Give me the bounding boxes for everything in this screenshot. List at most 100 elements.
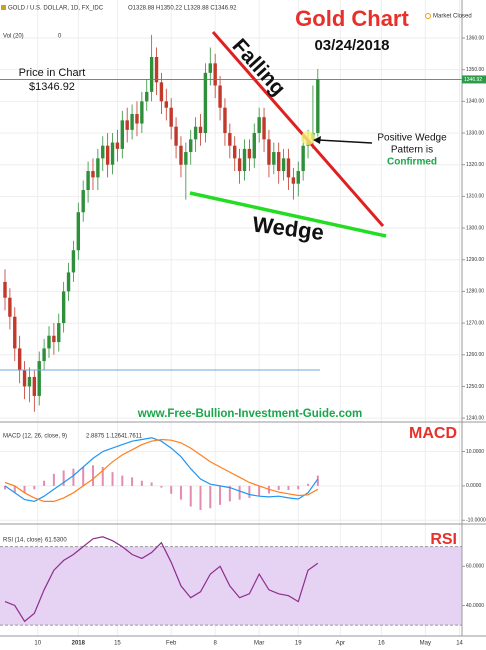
candle-body (86, 171, 90, 191)
candle-body (101, 145, 105, 159)
histogram-bar (23, 485, 26, 493)
macd-header: MACD (12, 26, close, 9) (3, 434, 67, 440)
candle-body (247, 148, 252, 159)
histogram-bar (4, 485, 6, 490)
candle-body (61, 291, 66, 324)
candle-body (115, 142, 120, 149)
candle-body (291, 177, 296, 184)
rsi-value: 61.5300 (45, 538, 67, 544)
candle-body (281, 158, 286, 172)
candle-body (66, 272, 71, 292)
candle-body (47, 335, 51, 349)
candle-body (218, 85, 222, 108)
y-tick-label: 1270.00 (466, 320, 484, 326)
candle-body (286, 158, 291, 178)
symbol-icon (1, 5, 6, 10)
x-tick-label: 8 (213, 641, 217, 647)
candle-body (301, 145, 305, 172)
candle-body (135, 114, 139, 124)
wedge-line (189, 191, 387, 238)
y-tick-label: 1360.00 (466, 35, 484, 41)
annotation: $1346.92 (29, 81, 75, 93)
macd-value: 1.7611 (124, 434, 143, 440)
y-tick-label: 1260.00 (466, 352, 484, 358)
y-tick-label: 1300.00 (466, 225, 484, 231)
panel-title: RSI (430, 531, 457, 548)
candle-body (145, 91, 149, 102)
rsi-band (0, 546, 462, 626)
candle-body (57, 323, 61, 343)
histogram-bar (287, 485, 290, 491)
y-tick-label: 1280.00 (466, 289, 484, 295)
last-price-tag (462, 75, 486, 84)
candle-body (76, 212, 81, 251)
breakout-highlight (301, 131, 315, 145)
chart-title: Gold Chart (295, 6, 409, 31)
x-tick-label: 16 (378, 641, 385, 647)
candle-body (242, 148, 247, 172)
y-tick-label: 60.0000 (466, 564, 484, 570)
candle-body (125, 120, 129, 130)
volume-value: 0 (58, 34, 62, 40)
market-status: Market Closed (433, 14, 472, 20)
histogram-bar (277, 485, 280, 491)
candle-body (27, 376, 32, 387)
candle-body (110, 142, 115, 165)
candle-body (140, 101, 144, 124)
annotation: Positive Wedge (377, 133, 447, 144)
candle-body (42, 348, 46, 362)
histogram-bar (62, 470, 65, 486)
candle-body (262, 117, 266, 140)
histogram-bar (316, 475, 319, 486)
histogram-bar (140, 480, 143, 486)
candle-body (52, 335, 56, 343)
y-tick-label: 1290.00 (466, 257, 484, 263)
candle-body (296, 171, 300, 184)
candle-body (8, 297, 12, 317)
series-line (4, 438, 319, 502)
candle-body (3, 281, 7, 298)
arrow (317, 139, 373, 144)
macd-value: 1.1264 (106, 434, 125, 440)
candle-body (174, 126, 178, 146)
histogram-bar (52, 473, 55, 486)
marks (0, 34, 462, 623)
x-tick-label: May (420, 641, 431, 647)
x-tick-label: 19 (295, 641, 302, 647)
histogram-bar (101, 466, 104, 486)
y-tick-label: 1240.00 (466, 415, 484, 421)
candle-body (154, 57, 159, 83)
annotation: Price in Chart (19, 67, 86, 79)
candle-body (208, 63, 212, 73)
histogram-bar (82, 466, 85, 486)
histogram-bar (72, 468, 75, 486)
candle-body (130, 114, 134, 130)
histogram-bar (179, 485, 182, 500)
histogram-bar (33, 485, 36, 490)
candle-body (120, 120, 125, 149)
histogram-bar (160, 485, 163, 488)
histogram-bar (248, 485, 251, 498)
volume-label: Vol (20) (3, 34, 24, 40)
histogram-bar (121, 475, 124, 486)
histogram-bar (91, 465, 94, 486)
candle-body (81, 190, 85, 213)
candle-body (96, 158, 100, 178)
x-tick-label: 2018 (72, 641, 86, 647)
series-line (4, 536, 319, 623)
candle-body (277, 152, 281, 172)
y-tick-label: 10.0000 (466, 449, 484, 455)
candle-body (198, 126, 203, 134)
histogram-bar (307, 483, 310, 486)
candle-body (13, 316, 17, 349)
candle-body (179, 145, 183, 165)
panel-title: MACD (409, 425, 457, 442)
y-tick-label: 1250.00 (466, 384, 484, 390)
chart-subtitle: 03/24/2018 (314, 37, 389, 54)
candle-body (32, 376, 37, 396)
candle-body (237, 158, 242, 172)
candle-body (17, 348, 22, 371)
falling-line (211, 31, 385, 227)
